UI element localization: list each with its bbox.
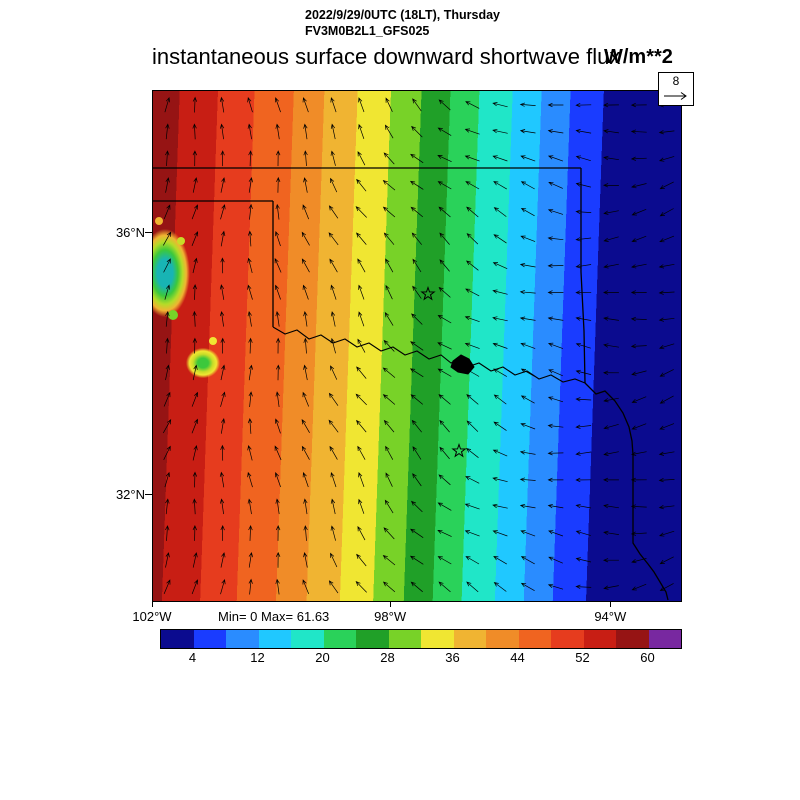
colorbar-segment	[648, 630, 681, 648]
lon-axis-tick	[390, 601, 392, 607]
colorbar-segment	[161, 630, 194, 648]
lake-texoma	[450, 354, 475, 375]
lat-axis-label: 32°N	[115, 486, 145, 502]
lat-axis-label: 36°N	[115, 224, 145, 240]
colorbar-segment	[323, 630, 356, 648]
map-overlay	[153, 96, 675, 601]
colorbar-tick-label: 4	[188, 650, 197, 665]
figure-title: instantaneous surface downward shortwave…	[152, 44, 621, 69]
red-river	[272, 326, 586, 384]
minmax-label: Min= 0 Max= 61.63	[218, 609, 330, 624]
cloud-speckle	[209, 337, 217, 345]
cloud-speckle	[168, 310, 178, 320]
colorbar-segment	[551, 630, 584, 648]
lon-axis-tick	[610, 601, 612, 607]
colorbar-segment	[518, 630, 551, 648]
lon-axis-label: 102°W	[132, 609, 172, 624]
oklahoma-east-border	[580, 168, 586, 384]
lon-axis-label: 94°W	[594, 609, 627, 624]
colorbar-tick-label: 12	[250, 650, 265, 665]
colorbar-segment	[226, 630, 259, 648]
colorbar-tick-label: 60	[640, 650, 655, 665]
colorbar-segment	[453, 630, 486, 648]
colorbar-tick-label: 52	[575, 650, 590, 665]
texas-arkansas-louisiana-border	[584, 382, 669, 601]
wind-vectors	[162, 96, 675, 595]
station-star-okc	[420, 285, 436, 301]
cloud-speckle	[177, 237, 185, 245]
colorbar-segment	[486, 630, 519, 648]
colorbar-segment	[388, 630, 421, 648]
lon-axis-label: 98°W	[374, 609, 407, 624]
map-plot	[152, 90, 682, 602]
wind-reference-box: 8	[658, 72, 694, 106]
colorbar-tick-label: 20	[315, 650, 330, 665]
colorbar-segment	[291, 630, 324, 648]
colorbar-segment	[356, 630, 389, 648]
colorbar-tick-label: 44	[510, 650, 525, 665]
header-datetime: 2022/9/29/0UTC (18LT), Thursday	[305, 8, 500, 22]
colorbar	[160, 629, 682, 649]
colorbar-segment	[616, 630, 649, 648]
colorbar-tick-label: 28	[380, 650, 395, 665]
wind-reference-arrow-icon	[664, 92, 687, 100]
lat-axis-tick	[145, 493, 152, 495]
figure-units-label: W/m**2	[604, 46, 673, 68]
colorbar-segment	[421, 630, 454, 648]
colorbar-tick-label: 36	[445, 650, 460, 665]
wind-reference-value: 8	[672, 74, 680, 88]
lon-axis-tick	[152, 601, 153, 607]
cloud-patch	[185, 347, 221, 379]
colorbar-segment	[258, 630, 291, 648]
colorbar-segment	[583, 630, 616, 648]
station-star-dfw	[451, 442, 467, 458]
colorbar-segment	[193, 630, 226, 648]
cloud-speckle	[155, 217, 163, 225]
lat-axis-tick	[145, 231, 152, 233]
header-model: FV3M0B2L1_GFS025	[305, 24, 430, 38]
